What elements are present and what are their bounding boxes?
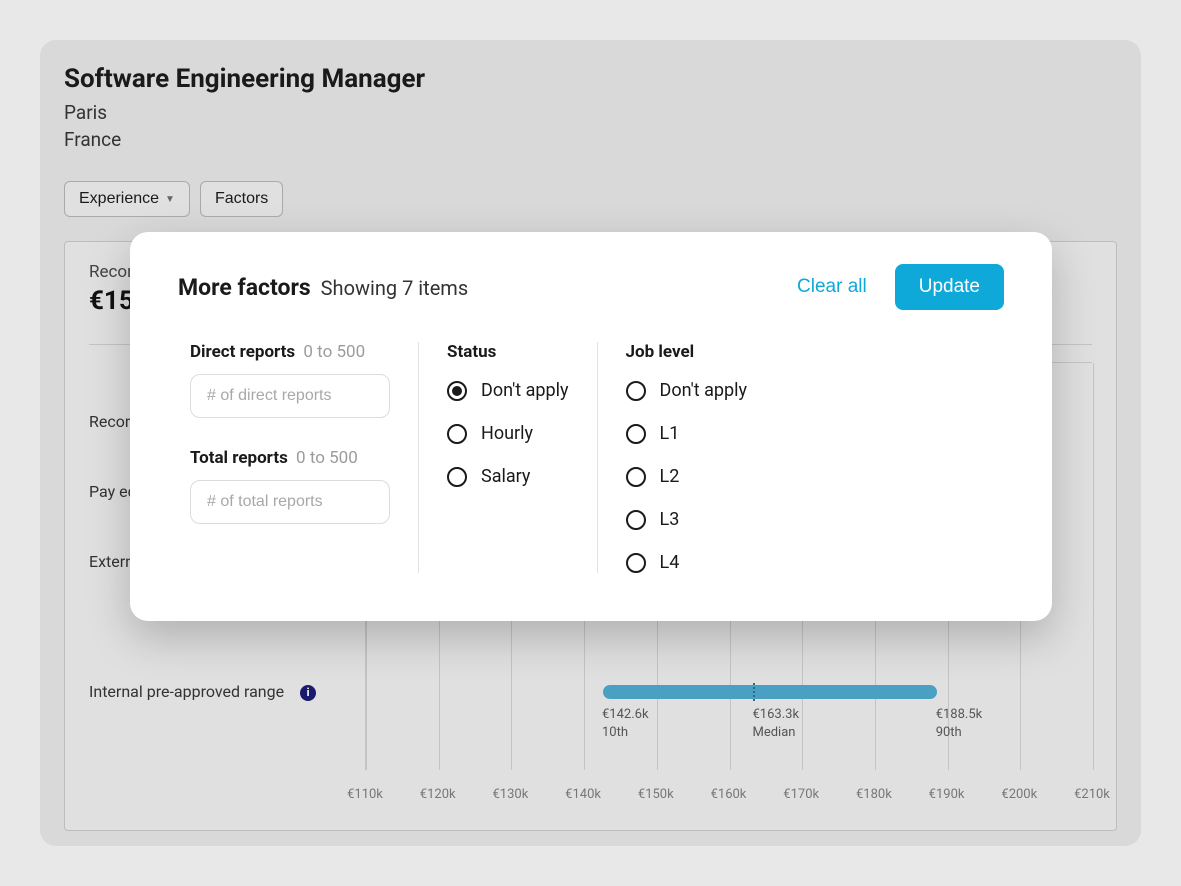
factors-button[interactable]: Factors	[200, 181, 283, 217]
job-level-option[interactable]: L3	[626, 509, 748, 530]
more-factors-modal: More factors Showing 7 items Clear all U…	[130, 232, 1052, 621]
chevron-down-icon: ▼	[165, 194, 175, 205]
job-level-radio-list: Don't apply L1 L2 L3 L4	[626, 380, 748, 573]
radio-icon	[626, 510, 646, 530]
direct-reports-field: Direct reports 0 to 500	[190, 342, 390, 418]
page-country: France	[64, 128, 121, 151]
x-tick-label: €140k	[565, 787, 601, 802]
radio-icon	[626, 381, 646, 401]
direct-reports-hint: 0 to 500	[303, 342, 365, 362]
total-reports-label: Total reports	[190, 448, 288, 468]
job-level-option[interactable]: L2	[626, 466, 748, 487]
gridline	[1093, 363, 1094, 770]
job-level-option-label: L2	[660, 466, 680, 487]
x-tick-label: €200k	[1001, 787, 1037, 802]
status-option-label: Salary	[481, 466, 530, 487]
modal-actions: Clear all Update	[797, 264, 1004, 310]
page-location: Paris France	[64, 100, 1117, 153]
median-value: €163.3k	[752, 706, 799, 724]
direct-reports-input[interactable]	[190, 374, 390, 418]
modal-title: More factors	[178, 274, 311, 301]
x-tick-label: €180k	[856, 787, 892, 802]
experience-label: Experience	[79, 190, 159, 208]
p90-annotation: €188.5k90th	[936, 706, 983, 741]
p90-label: 90th	[936, 724, 983, 742]
row-internal-range: Internal pre-approved range i	[89, 682, 316, 701]
col-reports: Direct reports 0 to 500 Total reports 0 …	[178, 342, 418, 573]
job-level-option[interactable]: L4	[626, 552, 748, 573]
x-tick-label: €150k	[638, 787, 674, 802]
total-reports-input[interactable]	[190, 480, 390, 524]
status-radio-list: Don't apply Hourly Salary	[447, 380, 569, 487]
job-level-label: Job level	[626, 342, 748, 362]
median-marker	[753, 683, 755, 701]
median-annotation: €163.3kMedian	[752, 706, 799, 741]
x-tick-label: €130k	[492, 787, 528, 802]
radio-icon	[447, 381, 467, 401]
info-icon[interactable]: i	[300, 685, 316, 701]
p90-value: €188.5k	[936, 706, 983, 724]
status-option[interactable]: Hourly	[447, 423, 569, 444]
x-tick-label: €120k	[420, 787, 456, 802]
update-button[interactable]: Update	[895, 264, 1004, 310]
radio-icon	[626, 467, 646, 487]
status-option[interactable]: Don't apply	[447, 380, 569, 401]
modal-header: More factors Showing 7 items Clear all U…	[178, 264, 1004, 310]
x-tick-label: €160k	[711, 787, 747, 802]
page-title: Software Engineering Manager	[64, 64, 1117, 94]
experience-dropdown[interactable]: Experience ▼	[64, 181, 190, 217]
radio-icon	[447, 424, 467, 444]
job-level-option[interactable]: Don't apply	[626, 380, 748, 401]
status-option-label: Don't apply	[481, 380, 569, 401]
median-label: Median	[752, 724, 799, 742]
total-reports-field: Total reports 0 to 500	[190, 448, 390, 524]
factors-label: Factors	[215, 190, 268, 208]
radio-icon	[626, 424, 646, 444]
x-tick-label: €190k	[929, 787, 965, 802]
p10-label: 10th	[602, 724, 649, 742]
x-tick-label: €170k	[783, 787, 819, 802]
status-option-label: Hourly	[481, 423, 533, 444]
job-level-option-label: Don't apply	[660, 380, 748, 401]
internal-range-bar	[603, 685, 937, 699]
col-status: Status Don't apply Hourly Salary	[418, 342, 597, 573]
x-tick-label: €210k	[1074, 787, 1110, 802]
col-job-level: Job level Don't apply L1 L2 L3 L4	[597, 342, 776, 573]
p10-annotation: €142.6k10th	[602, 706, 649, 741]
direct-reports-label: Direct reports	[190, 342, 295, 362]
page-city: Paris	[64, 101, 107, 124]
x-tick-label: €110k	[347, 787, 383, 802]
job-level-option-label: L4	[660, 552, 680, 573]
radio-icon	[447, 467, 467, 487]
status-option[interactable]: Salary	[447, 466, 569, 487]
filter-row: Experience ▼ Factors	[64, 181, 1117, 217]
status-label: Status	[447, 342, 569, 362]
p10-value: €142.6k	[602, 706, 649, 724]
row-internal-range-text: Internal pre-approved range	[89, 682, 284, 701]
job-level-option[interactable]: L1	[626, 423, 748, 444]
total-reports-hint: 0 to 500	[296, 448, 358, 468]
job-level-option-label: L3	[660, 509, 680, 530]
modal-body: Direct reports 0 to 500 Total reports 0 …	[178, 342, 1004, 573]
job-level-option-label: L1	[660, 423, 680, 444]
clear-all-button[interactable]: Clear all	[797, 276, 867, 298]
modal-subtitle: Showing 7 items	[321, 276, 469, 300]
radio-icon	[626, 553, 646, 573]
